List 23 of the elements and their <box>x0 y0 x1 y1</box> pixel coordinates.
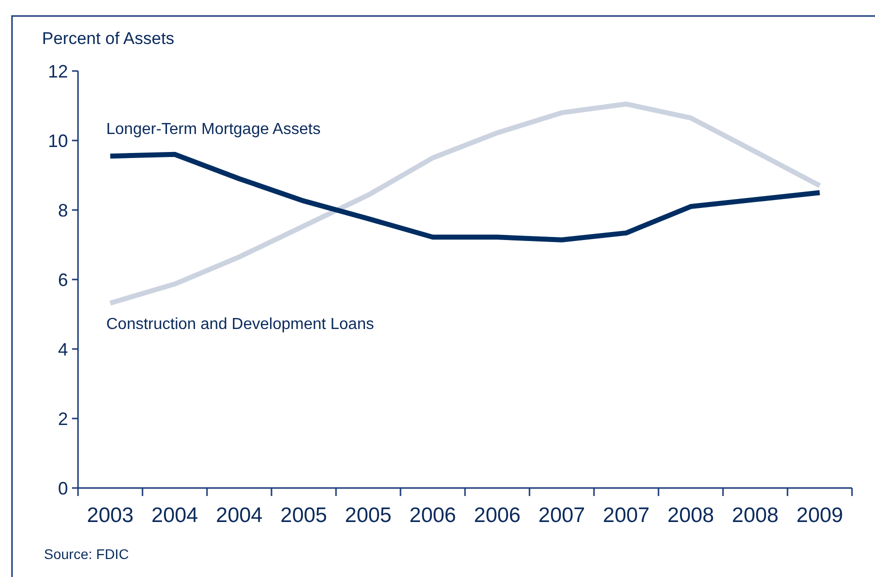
x-tick-label: 2009 <box>796 504 844 527</box>
x-tick-label: 2003 <box>86 504 134 527</box>
x-tick-label: 2007 <box>602 504 650 527</box>
series-label: Construction and Development Loans <box>106 316 374 334</box>
y-tick-label: 12 <box>48 61 68 82</box>
x-tick-label: 2008 <box>667 504 714 527</box>
y-tick-label: 10 <box>48 130 68 151</box>
x-tick-label: 2005 <box>280 504 328 527</box>
y-tick-label: 2 <box>58 408 68 429</box>
x-tick-label: 2004 <box>151 504 198 527</box>
y-axis-title: Percent of Assets <box>42 29 174 48</box>
x-tick-label: 2006 <box>409 504 456 527</box>
y-tick-label: 0 <box>58 478 68 498</box>
x-tick-label: 2005 <box>344 504 392 527</box>
source-note: Source: FDIC <box>44 546 129 562</box>
x-tick-label: 2004 <box>216 504 263 527</box>
y-tick-label: 4 <box>58 339 68 360</box>
y-tick-label: 6 <box>58 270 68 290</box>
x-tick-label: 2008 <box>732 504 779 527</box>
series-label: Longer-Term Mortgage Assets <box>106 121 321 138</box>
y-tick-label: 8 <box>58 200 68 220</box>
x-tick-label: 2007 <box>538 504 586 527</box>
x-tick-label: 2006 <box>474 504 521 527</box>
